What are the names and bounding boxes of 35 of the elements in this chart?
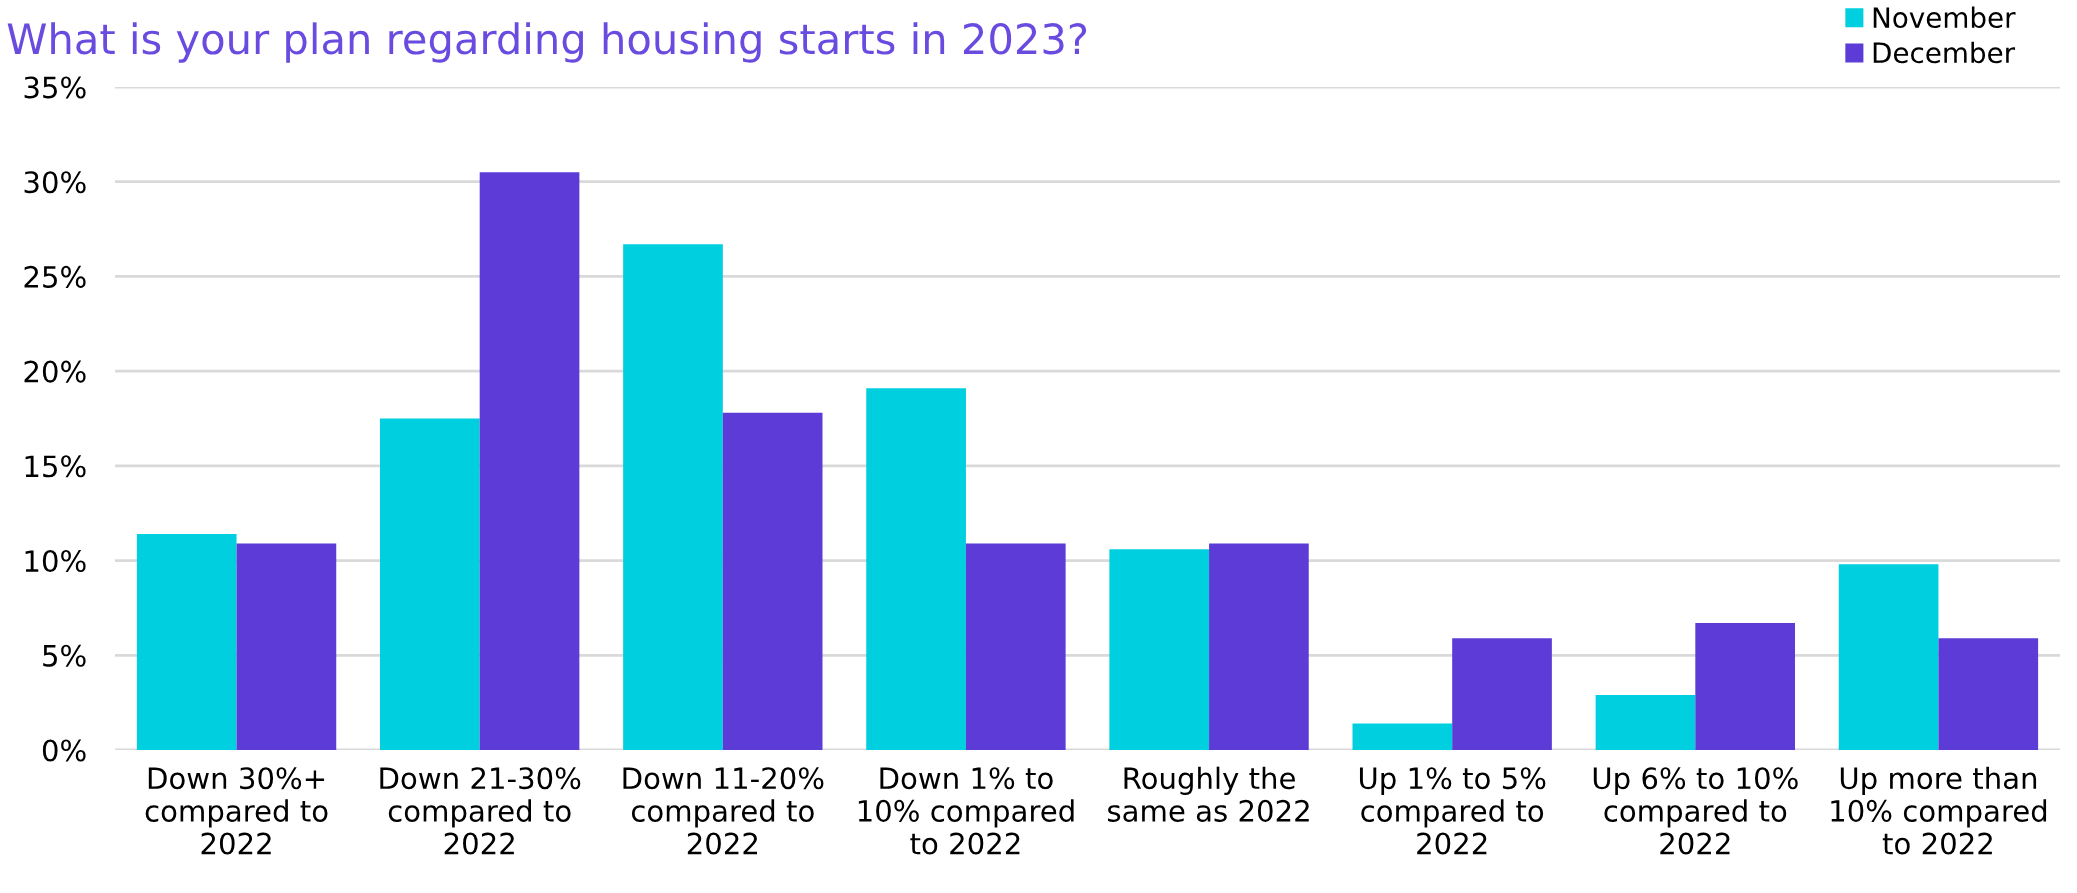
legend-label: December [1873, 41, 2016, 64]
bar [1209, 543, 1309, 750]
bar [1838, 564, 1939, 750]
bar [866, 388, 966, 750]
y-tick-label: 15% [25, 455, 86, 478]
bar [136, 534, 237, 750]
x-tick-label: Up more than 10% compared to 2022 [1831, 766, 2047, 855]
bar [1352, 723, 1453, 750]
x-tick-label: Roughly the same as 2022 [1108, 766, 1309, 822]
bar [1695, 623, 1795, 750]
bar [623, 244, 723, 750]
y-tick-label: 35% [24, 76, 86, 99]
x-tick-label: Up 6% to 10% compared to 2022 [1593, 767, 1798, 855]
bar [1595, 695, 1696, 750]
y-tick-label: 5% [43, 644, 86, 667]
y-tick-label: 25% [24, 265, 86, 288]
y-tick-label: 20% [24, 360, 86, 383]
bar [380, 418, 480, 750]
bar [1109, 549, 1210, 750]
x-tick-label: Down 21-30% compared to 2022 [380, 767, 581, 855]
bar [236, 543, 337, 750]
y-tick-label: 30% [24, 171, 86, 194]
y-tick-label: 0% [42, 739, 86, 762]
bar [1452, 638, 1552, 750]
x-tick-label: Down 11-20% compared to 2022 [623, 767, 824, 855]
x-tick-label: Up 1% to 5% compared to 2022 [1359, 767, 1546, 855]
x-tick-label: Down 30%+ compared to 2022 [145, 767, 328, 855]
x-tick-label: Down 1% to 10% compared to 2022 [858, 767, 1074, 855]
bar [965, 543, 1066, 750]
legend-label: November [1873, 6, 2016, 29]
y-tick-label: 10% [25, 550, 86, 573]
bar [722, 412, 823, 750]
bar [479, 172, 580, 750]
bar [1938, 638, 2039, 750]
chart-title: What is your plan regarding housing starts in 2023? [7, 22, 1087, 63]
